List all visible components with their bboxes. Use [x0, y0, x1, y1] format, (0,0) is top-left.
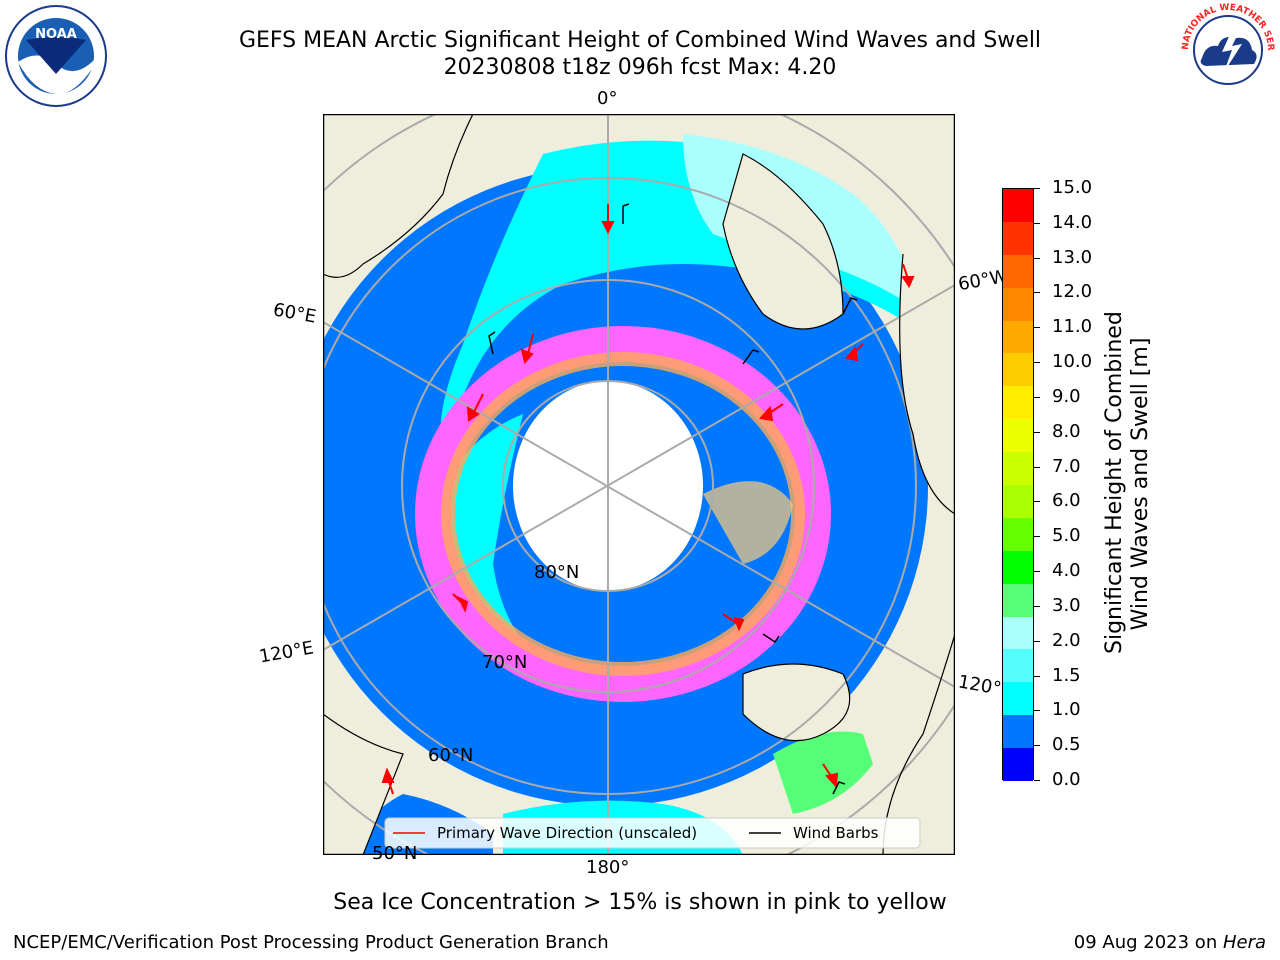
colorbar-segment [1003, 353, 1033, 387]
colorbar-tick-mark [1034, 431, 1040, 433]
map-legend: Primary Wave Direction (unscaled) Wind B… [384, 817, 921, 849]
colorbar-segment [1003, 583, 1033, 618]
colorbar-tick-mark [1034, 571, 1040, 573]
lat-label-60n: 60°N [428, 745, 474, 766]
colorbar-segment [1003, 386, 1033, 420]
colorbar-tick-label: 3.0 [1052, 594, 1081, 616]
lon-label-0: 0° [597, 88, 618, 109]
lon-label-120w: 120° [956, 671, 1003, 700]
colorbar-label-line1: Significant Height of Combined [1102, 311, 1127, 654]
colorbar-tick-label: 12.0 [1052, 281, 1093, 303]
colorbar-tick-mark [1034, 710, 1040, 712]
chart-subtitle: 20230808 t18z 096h fcst Max: 4.20 [443, 55, 837, 80]
colorbar-ticks: 15.0 14.0 13.0 12.0 11.0 10.0 9.0 8.0 7.0 6.0 5.0 4… [1034, 0, 1114, 960]
colorbar-tick-mark [1034, 501, 1040, 503]
colorbar-label: Significant Height of Combined Wind Wave… [1102, 311, 1154, 654]
colorbar-tick-label: 14.0 [1052, 211, 1093, 233]
colorbar-segment [1003, 221, 1033, 256]
lat-label-50n: 50°N [372, 843, 418, 864]
lon-label-120e: 120°E [257, 637, 316, 668]
colorbar-segment [1003, 748, 1033, 782]
colorbar-tick-mark [1034, 675, 1040, 677]
colorbar-tick-mark [1034, 257, 1040, 259]
colorbar-segment [1003, 320, 1033, 354]
colorbar-tick-label: 9.0 [1052, 385, 1081, 407]
colorbar-tick-mark [1034, 780, 1040, 781]
colorbar-tick-mark [1034, 745, 1040, 747]
colorbar-tick-mark [1034, 327, 1040, 329]
footer-host: Hera [1222, 932, 1266, 953]
lat-label-80n: 80°N [534, 562, 580, 583]
colorbar-segment [1003, 517, 1033, 552]
colorbar-segment [1003, 287, 1033, 322]
graticule [323, 114, 955, 855]
footer-date: 09 Aug 2023 on [1073, 932, 1223, 953]
legend-primary-wave-label: Primary Wave Direction (unscaled) [437, 824, 697, 842]
colorbar-segment [1003, 452, 1033, 486]
colorbar-tick-label: 15.0 [1052, 177, 1093, 198]
colorbar-segment [1003, 550, 1033, 585]
colorbar-tick-label: 8.0 [1052, 420, 1081, 442]
lon-label-60e: 60°E [271, 299, 318, 328]
lat-label-70n: 70°N [482, 652, 528, 673]
arctic-map: Primary Wave Direction (unscaled) Wind B… [323, 114, 955, 855]
colorbar-tick-mark [1034, 222, 1040, 224]
lon-label-180: 180° [586, 857, 630, 878]
wave-arrows [381, 204, 915, 795]
colorbar-tick-label: 10.0 [1052, 351, 1093, 373]
colorbar-tick-mark [1034, 396, 1040, 398]
colorbar-label-line2: Wind Waves and Swell [m] [1128, 337, 1153, 631]
footer-left: NCEP/EMC/Verification Post Processing Pr… [13, 932, 609, 953]
nws-logo: NATIONAL WEATHER SERVICE [1176, 0, 1276, 98]
colorbar-tick-label: 7.0 [1052, 455, 1081, 477]
colorbar-segment [1003, 189, 1033, 223]
colorbar-tick-mark [1034, 188, 1040, 189]
colorbar-tick-mark [1034, 362, 1040, 364]
noaa-logo-text: NOAA [35, 27, 77, 42]
colorbar-segment [1003, 649, 1033, 683]
colorbar-tick-label: 2.0 [1052, 629, 1081, 651]
colorbar-tick-mark [1034, 466, 1040, 468]
colorbar-tick-label: 11.0 [1052, 316, 1093, 338]
colorbar-tick-label: 1.0 [1052, 699, 1081, 721]
colorbar-tick-label: 1.5 [1052, 664, 1081, 686]
colorbar-tick-label: 0.5 [1052, 734, 1081, 756]
colorbar-tick-label: 13.0 [1052, 246, 1093, 268]
colorbar-segment [1003, 485, 1033, 519]
wind-barbs [488, 203, 858, 795]
colorbar [1002, 188, 1034, 782]
colorbar-tick-mark [1034, 605, 1040, 607]
colorbar-tick-mark [1034, 292, 1040, 294]
colorbar-segment [1003, 616, 1033, 650]
colorbar-tick-label: 6.0 [1052, 490, 1081, 512]
colorbar-tick-label: 5.0 [1052, 525, 1081, 547]
footer-right: 09 Aug 2023 on Hera [1074, 932, 1266, 953]
noaa-logo: NOAA [5, 5, 107, 107]
colorbar-segment [1003, 682, 1033, 716]
ice-caption: Sea Ice Concentration > 15% is shown in … [333, 890, 947, 915]
colorbar-tick-label: 0.0 [1052, 769, 1081, 790]
colorbar-tick-label: 4.0 [1052, 560, 1081, 582]
colorbar-tick-mark [1034, 536, 1040, 538]
legend-wind-barbs-label: Wind Barbs [793, 824, 879, 842]
colorbar-segment [1003, 715, 1033, 749]
colorbar-segment [1003, 254, 1033, 289]
chart-title: GEFS MEAN Arctic Significant Height of C… [238, 28, 1042, 53]
map-frame [323, 114, 955, 855]
colorbar-tick-mark [1034, 640, 1040, 642]
colorbar-segment [1003, 419, 1033, 453]
